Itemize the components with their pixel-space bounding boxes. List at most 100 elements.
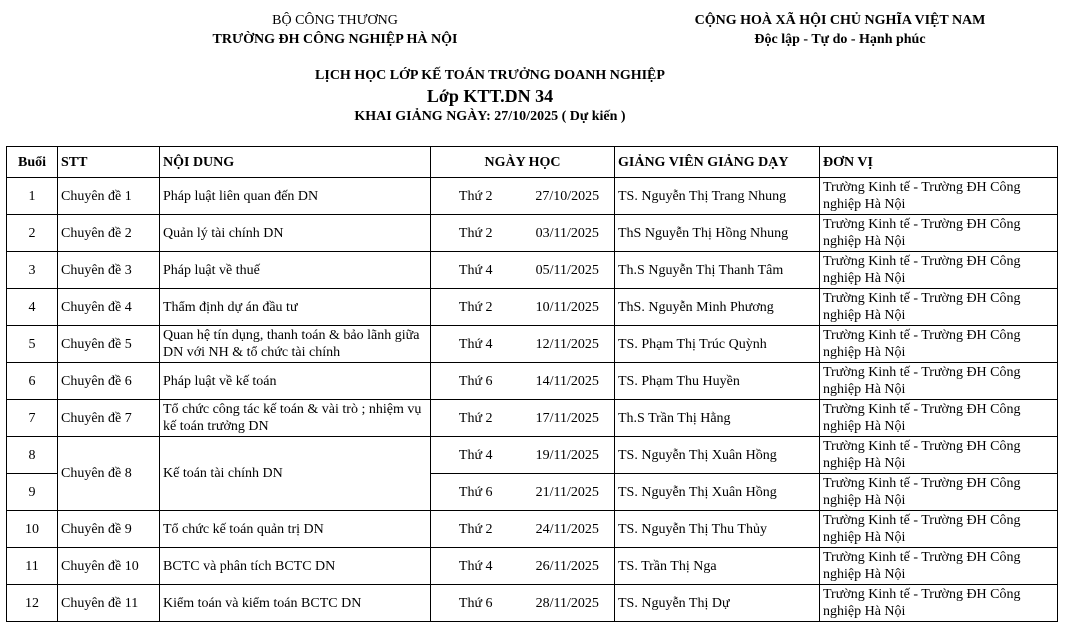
table-row: 8 Chuyên đề 8 Kế toán tài chính DN Thứ 4 19/… (6, 436, 1058, 511)
schedule-title: LỊCH HỌC LỚP KẾ TOÁN TRƯỞNG DOANH NGHIỆP (315, 68, 665, 83)
cell-gv: TS. Nguyễn Thị Trang Nhung (614, 177, 820, 215)
table-row: 3 Chuyên đề 3 Pháp luật về thuế Thứ 4 05/11/… (6, 251, 1058, 289)
cell-donvi: Trường Kinh tế - Trường ĐH Công nghiệp H… (819, 288, 1058, 326)
schedule-table: Buổi STT NỘI DUNG NGÀY HỌC GIẢNG VIÊN GI… (6, 146, 1058, 622)
cell-noidung: Kế toán tài chính DN (159, 436, 431, 511)
cell-donvi: Trường Kinh tế - Trường ĐH Công nghiệp H… (819, 251, 1058, 289)
cell-date: 19/11/2025 (520, 436, 615, 474)
col-noidung: NỘI DUNG (159, 146, 431, 178)
cell-date: 26/11/2025 (520, 547, 615, 585)
cell-thu: Thứ 4 (430, 325, 521, 363)
cell-thu: Thứ 6 (430, 584, 521, 622)
cell-date: 12/11/2025 (520, 325, 615, 363)
col-donvi: ĐƠN VỊ (819, 146, 1058, 178)
cell-stt: Chuyên đề 8 (57, 436, 160, 511)
cell-gv: TS. Phạm Thu Huyền (614, 362, 820, 400)
table-row: 5 Chuyên đề 5 Quan hệ tín dụng, thanh toán… (6, 325, 1058, 363)
cell-gv: Th.S Nguyễn Thị Thanh Tâm (614, 251, 820, 289)
cell-noidung: Tổ chức kế toán quản trị DN (159, 510, 431, 548)
school-name: TRƯỜNG ĐH CÔNG NGHIỆP HÀ NỘI (212, 32, 458, 47)
header-right: CỘNG HOÀ XÃ HỘI CHỦ NGHĨA VIỆT NAM Độc l… (660, 11, 1020, 49)
cell-thu: Thứ 2 (430, 288, 521, 326)
cell-stt: Chuyên đề 3 (57, 251, 160, 289)
cell-noidung: Quản lý tài chính DN (159, 214, 431, 252)
cell-stt: Chuyên đề 7 (57, 399, 160, 437)
cell-stt: Chuyên đề 5 (57, 325, 160, 363)
table-row: 11 Chuyên đề 10 BCTC và phân tích BCTC DN T… (6, 547, 1058, 585)
cell-gv: TS. Trần Thị Nga (614, 547, 820, 585)
cell-donvi: Trường Kinh tế - Trường ĐH Công nghiệp H… (819, 510, 1058, 548)
cell-noidung: Tổ chức công tác kế toán & vài trò ; nhi… (159, 399, 431, 437)
cell-noidung: Kiểm toán và kiểm toán BCTC DN (159, 584, 431, 622)
cell-gv: Th.S Trần Thị Hằng (614, 399, 820, 437)
table-row: 1 Chuyên đề 1 Pháp luật liên quan đến DN Th… (6, 177, 1058, 215)
cell-thu: Thứ 6 (430, 362, 521, 400)
cell-date: 27/10/2025 (520, 177, 615, 215)
cell-buoi: 2 (6, 214, 58, 252)
cell-buoi: 9 (6, 473, 58, 511)
cell-date: 10/11/2025 (520, 288, 615, 326)
cell-donvi: Trường Kinh tế - Trường ĐH Công nghiệp H… (819, 214, 1058, 252)
table-row: 12 Chuyên đề 11 Kiểm toán và kiểm toán BCT… (6, 584, 1058, 622)
cell-buoi: 5 (6, 325, 58, 363)
col-ngay: NGÀY HỌC (430, 146, 615, 178)
cell-date: 14/11/2025 (520, 362, 615, 400)
class-name: Lớp KTT.DN 34 (426, 86, 554, 106)
cell-date: 05/11/2025 (520, 251, 615, 289)
cell-date: 17/11/2025 (520, 399, 615, 437)
cell-buoi: 8 (6, 436, 58, 474)
cell-thu: Thứ 2 (430, 214, 521, 252)
cell-donvi: Trường Kinh tế - Trường ĐH Công nghiệp H… (819, 399, 1058, 437)
cell-gv: TS. Nguyễn Thị Dự (614, 584, 820, 622)
cell-date: 03/11/2025 (520, 214, 615, 252)
table-row: 7 Chuyên đề 7 Tổ chức công tác kế toán & v… (6, 399, 1058, 437)
cell-stt: Chuyên đề 6 (57, 362, 160, 400)
title-block: LỊCH HỌC LỚP KẾ TOÁN TRƯỞNG DOANH NGHIỆP… (240, 66, 740, 126)
cell-date: 28/11/2025 (520, 584, 615, 622)
cell-thu: Thứ 2 (430, 177, 521, 215)
cell-stt: Chuyên đề 11 (57, 584, 160, 622)
cell-donvi: Trường Kinh tế - Trường ĐH Công nghiệp H… (819, 473, 1058, 511)
cell-donvi: Trường Kinh tế - Trường ĐH Công nghiệp H… (819, 547, 1058, 585)
country-name: CỘNG HOÀ XÃ HỘI CHỦ NGHĨA VIỆT NAM (694, 13, 986, 28)
cell-stt: Chuyên đề 1 (57, 177, 160, 215)
cell-noidung: Pháp luật về kế toán (159, 362, 431, 400)
col-stt: STT (57, 146, 160, 178)
cell-buoi: 11 (6, 547, 58, 585)
ministry-name: BỘ CÔNG THƯƠNG (272, 13, 398, 28)
cell-thu: Thứ 2 (430, 510, 521, 548)
cell-noidung: Thẩm định dự án đầu tư (159, 288, 431, 326)
cell-buoi: 7 (6, 399, 58, 437)
cell-thu: Thứ 4 (430, 251, 521, 289)
table-row: 6 Chuyên đề 6 Pháp luật về kế toán Thứ 6 14/… (6, 362, 1058, 400)
cell-date: 24/11/2025 (520, 510, 615, 548)
cell-date: 21/11/2025 (520, 473, 615, 511)
table-row: 2 Chuyên đề 2 Quản lý tài chính DN Thứ 2 03/… (6, 214, 1058, 252)
cell-donvi: Trường Kinh tế - Trường ĐH Công nghiệp H… (819, 177, 1058, 215)
motto: Độc lập - Tự do - Hạnh phúc (754, 32, 926, 47)
cell-gv: ThS. Nguyễn Minh Phương (614, 288, 820, 326)
cell-stt: Chuyên đề 10 (57, 547, 160, 585)
cell-thu: Thứ 6 (430, 473, 521, 511)
cell-noidung: Pháp luật về thuế (159, 251, 431, 289)
cell-stt: Chuyên đề 2 (57, 214, 160, 252)
cell-donvi: Trường Kinh tế - Trường ĐH Công nghiệp H… (819, 584, 1058, 622)
cell-thu: Thứ 4 (430, 547, 521, 585)
cell-buoi: 1 (6, 177, 58, 215)
cell-buoi: 4 (6, 288, 58, 326)
cell-stt: Chuyên đề 4 (57, 288, 160, 326)
cell-buoi: 12 (6, 584, 58, 622)
cell-thu: Thứ 2 (430, 399, 521, 437)
cell-gv: TS. Nguyễn Thị Xuân Hồng (614, 473, 820, 511)
cell-thu: Thứ 4 (430, 436, 521, 474)
opening-date: KHAI GIẢNG NGÀY: 27/10/2025 ( Dự kiến ) (354, 109, 626, 124)
cell-gv: TS. Phạm Thị Trúc Quỳnh (614, 325, 820, 363)
col-gv: GIẢNG VIÊN GIẢNG DẠY (614, 146, 820, 178)
cell-buoi: 3 (6, 251, 58, 289)
cell-donvi: Trường Kinh tế - Trường ĐH Công nghiệp H… (819, 325, 1058, 363)
cell-buoi: 6 (6, 362, 58, 400)
cell-noidung: BCTC và phân tích BCTC DN (159, 547, 431, 585)
cell-gv: TS. Nguyễn Thị Xuân Hồng (614, 436, 820, 474)
cell-donvi: Trường Kinh tế - Trường ĐH Công nghiệp H… (819, 362, 1058, 400)
